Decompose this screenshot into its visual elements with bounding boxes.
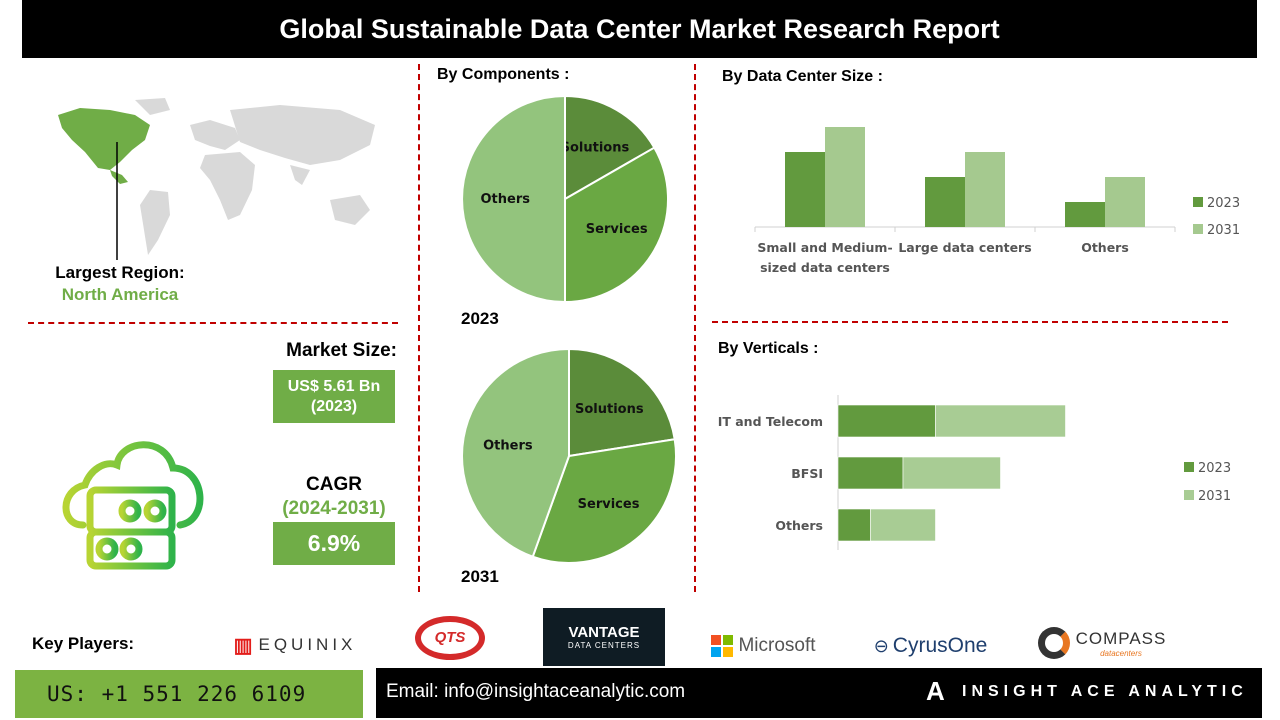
market-size-label: Market Size: bbox=[286, 340, 397, 361]
largest-region-value: North America bbox=[61, 285, 179, 304]
pie-label: Services bbox=[578, 497, 640, 512]
pie-slice-services bbox=[531, 438, 677, 564]
bar-2023 bbox=[785, 152, 825, 227]
email-link[interactable]: Email: info@insightaceanalytic.com bbox=[386, 681, 686, 702]
legend-swatch bbox=[1193, 197, 1203, 207]
y-tick-label: IT and Telecom bbox=[718, 414, 823, 429]
bar-2023 bbox=[1065, 202, 1105, 227]
y-tick-label: Others bbox=[775, 518, 823, 533]
x-tick-label: Small and Medium-sized data centers bbox=[757, 240, 892, 275]
divider-horizontal bbox=[28, 322, 398, 324]
bar-2031 bbox=[870, 508, 936, 542]
components-title: By Components : bbox=[437, 66, 570, 83]
x-tick-label: Large data centers bbox=[898, 240, 1031, 255]
pie-slice-others bbox=[461, 347, 570, 558]
bar-2023 bbox=[837, 508, 871, 542]
pie-slice-services bbox=[564, 146, 669, 304]
world-map bbox=[58, 98, 375, 260]
size-title: By Data Center Size : bbox=[722, 68, 883, 85]
pie-slice-others bbox=[461, 94, 566, 304]
bar-chart-verticals: IT and Telecom BFSI Others 2023 2031 bbox=[718, 395, 1231, 550]
cyrusone-logo: ⊖ CyrusOne bbox=[873, 634, 988, 657]
bar-2031 bbox=[825, 127, 865, 227]
bar-2023 bbox=[837, 404, 936, 438]
pie-label: Services bbox=[586, 222, 648, 237]
divider-horizontal bbox=[712, 321, 1228, 323]
pie-slice-solutions bbox=[568, 347, 676, 458]
cagr-value: 6.9% bbox=[273, 522, 395, 565]
verticals-title: By Verticals : bbox=[718, 340, 819, 357]
legend-label: 2031 bbox=[1198, 489, 1231, 504]
bar-2031 bbox=[902, 456, 1001, 490]
brand-name: INSIGHT ACE ANALYTIC bbox=[962, 683, 1248, 700]
bar-2023 bbox=[837, 456, 904, 490]
x-tick-label: Others bbox=[1081, 240, 1129, 255]
footer-bar: Email: info@insightaceanalytic.com A INS… bbox=[376, 668, 1262, 718]
cloud-server-icon bbox=[62, 441, 204, 570]
pie-chart-2031: Solutions Services Others bbox=[461, 347, 677, 564]
cagr-label: CAGR bbox=[306, 474, 362, 495]
pie-label: Others bbox=[483, 438, 533, 453]
divider-vertical bbox=[418, 64, 420, 592]
divider-vertical bbox=[694, 64, 696, 592]
vantage-logo: VANTAGE DATA CENTERS bbox=[543, 608, 665, 666]
market-size-year: (2023) bbox=[310, 397, 358, 415]
phone-number[interactable]: US: +1 551 226 6109 bbox=[15, 670, 363, 718]
microsoft-logo: Microsoft bbox=[706, 632, 821, 660]
pie-caption-2023: 2023 bbox=[461, 309, 499, 328]
pie-label: Others bbox=[481, 192, 531, 207]
bar-2031 bbox=[935, 404, 1066, 438]
bar-2031 bbox=[965, 152, 1005, 227]
legend-label: 2023 bbox=[1198, 461, 1231, 476]
compass-logo: COMPASS datacenters bbox=[1032, 622, 1172, 664]
pie-chart-2023: Solutions Services Others bbox=[461, 94, 669, 304]
cagr-period: (2024-2031) bbox=[282, 498, 386, 519]
equinix-logo: ▥ EQUINIX bbox=[233, 634, 357, 657]
legend-label: 2023 bbox=[1207, 196, 1240, 211]
north-america-highlight bbox=[58, 108, 150, 184]
largest-region-label: Largest Region: bbox=[55, 263, 185, 282]
qts-logo: QTS bbox=[400, 610, 500, 665]
legend-label: 2031 bbox=[1207, 223, 1240, 238]
bar-2031 bbox=[1105, 177, 1145, 227]
pie-caption-2031: 2031 bbox=[461, 567, 499, 586]
market-size-box: US$ 5.61 Bn (2023) bbox=[273, 370, 395, 423]
pie-label: Solutions bbox=[575, 402, 644, 417]
column-chart-size: Small and Medium-sized data centers Large… bbox=[754, 127, 1240, 275]
key-players-label: Key Players: bbox=[32, 634, 135, 653]
bar-2023 bbox=[925, 177, 965, 227]
insightace-logo-icon: A bbox=[926, 676, 945, 706]
pie-slice-solutions bbox=[564, 94, 656, 201]
report-title: Global Sustainable Data Center Market Re… bbox=[22, 0, 1257, 58]
pie-label: Solutions bbox=[561, 140, 630, 155]
market-size-value: US$ 5.61 Bn bbox=[287, 377, 381, 395]
y-tick-label: BFSI bbox=[791, 466, 823, 481]
legend-swatch bbox=[1184, 490, 1194, 500]
legend-swatch bbox=[1193, 224, 1203, 234]
legend-swatch bbox=[1184, 462, 1194, 472]
